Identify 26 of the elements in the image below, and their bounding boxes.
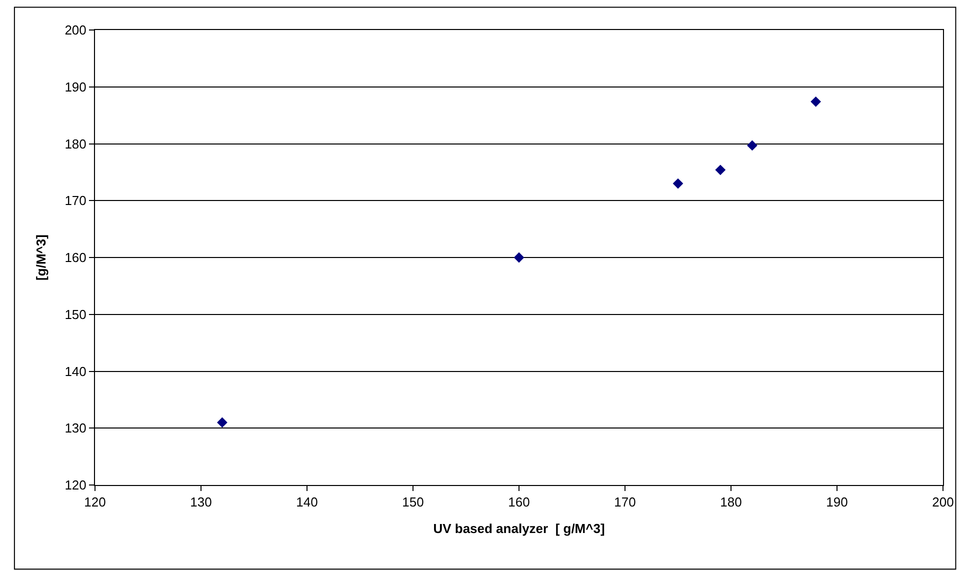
y-tick-label: 190 bbox=[64, 79, 86, 94]
x-tick-label: 190 bbox=[826, 494, 848, 510]
y-tick-label: 120 bbox=[64, 478, 86, 493]
y-tick-label: 200 bbox=[64, 22, 86, 38]
x-tick-label: 140 bbox=[296, 494, 318, 510]
x-tick-label: 160 bbox=[508, 494, 530, 510]
y-tick-label: 140 bbox=[64, 364, 86, 379]
point bbox=[810, 96, 821, 107]
x-axis-title: UV based analyzer [ g/M^3] bbox=[433, 521, 605, 536]
point bbox=[715, 164, 726, 176]
y-tick-label: 180 bbox=[64, 136, 86, 152]
point bbox=[672, 178, 684, 189]
x-tick-label: 120 bbox=[84, 494, 106, 510]
point bbox=[747, 140, 758, 151]
x-tick-label: 150 bbox=[402, 494, 424, 510]
x-tick-label: 170 bbox=[614, 494, 636, 510]
point bbox=[514, 252, 524, 263]
y-axis-title: [g/M^3] bbox=[34, 234, 49, 280]
x-tick-label: 130 bbox=[190, 494, 212, 510]
point bbox=[217, 417, 228, 428]
y-tick-label: 160 bbox=[64, 250, 86, 266]
y-tick-label: 150 bbox=[64, 306, 86, 322]
y-tick-label: 130 bbox=[64, 420, 86, 436]
x-tick-label: 200 bbox=[932, 494, 954, 510]
y-tick-label: 170 bbox=[64, 193, 86, 208]
x-tick-label: 180 bbox=[720, 494, 742, 510]
